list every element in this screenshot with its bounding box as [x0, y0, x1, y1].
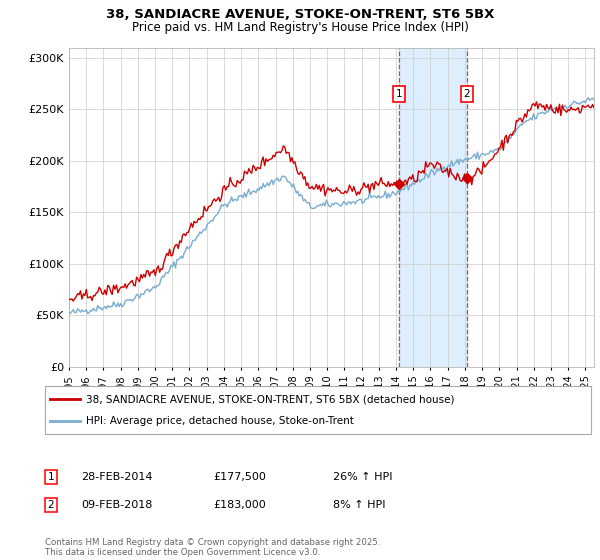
Bar	[399, 48, 467, 367]
Text: Contains HM Land Registry data © Crown copyright and database right 2025.
This d: Contains HM Land Registry data © Crown c…	[45, 538, 380, 557]
Text: £183,000: £183,000	[213, 500, 266, 510]
Text: 26% ↑ HPI: 26% ↑ HPI	[333, 472, 392, 482]
Text: 28-FEB-2014: 28-FEB-2014	[81, 472, 152, 482]
Text: £177,500: £177,500	[213, 472, 266, 482]
Text: 2: 2	[463, 89, 470, 99]
Text: 8% ↑ HPI: 8% ↑ HPI	[333, 500, 386, 510]
Text: Price paid vs. HM Land Registry's House Price Index (HPI): Price paid vs. HM Land Registry's House …	[131, 21, 469, 34]
Text: HPI: Average price, detached house, Stoke-on-Trent: HPI: Average price, detached house, Stok…	[86, 416, 354, 426]
Text: 38, SANDIACRE AVENUE, STOKE-ON-TRENT, ST6 5BX: 38, SANDIACRE AVENUE, STOKE-ON-TRENT, ST…	[106, 8, 494, 21]
Text: 2: 2	[47, 500, 55, 510]
Text: 1: 1	[47, 472, 55, 482]
Text: 09-FEB-2018: 09-FEB-2018	[81, 500, 152, 510]
Text: 38, SANDIACRE AVENUE, STOKE-ON-TRENT, ST6 5BX (detached house): 38, SANDIACRE AVENUE, STOKE-ON-TRENT, ST…	[86, 394, 454, 404]
Text: 1: 1	[395, 89, 402, 99]
